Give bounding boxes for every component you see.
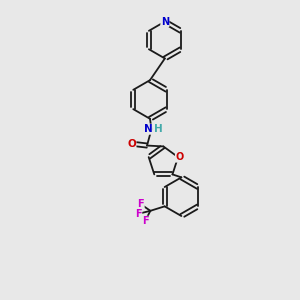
Text: F: F <box>138 199 144 209</box>
Text: O: O <box>176 152 184 162</box>
Text: N: N <box>143 124 152 134</box>
Text: N: N <box>161 16 169 27</box>
Text: F: F <box>135 209 142 219</box>
Text: H: H <box>154 124 162 134</box>
Text: O: O <box>127 139 136 149</box>
Text: F: F <box>142 216 148 226</box>
